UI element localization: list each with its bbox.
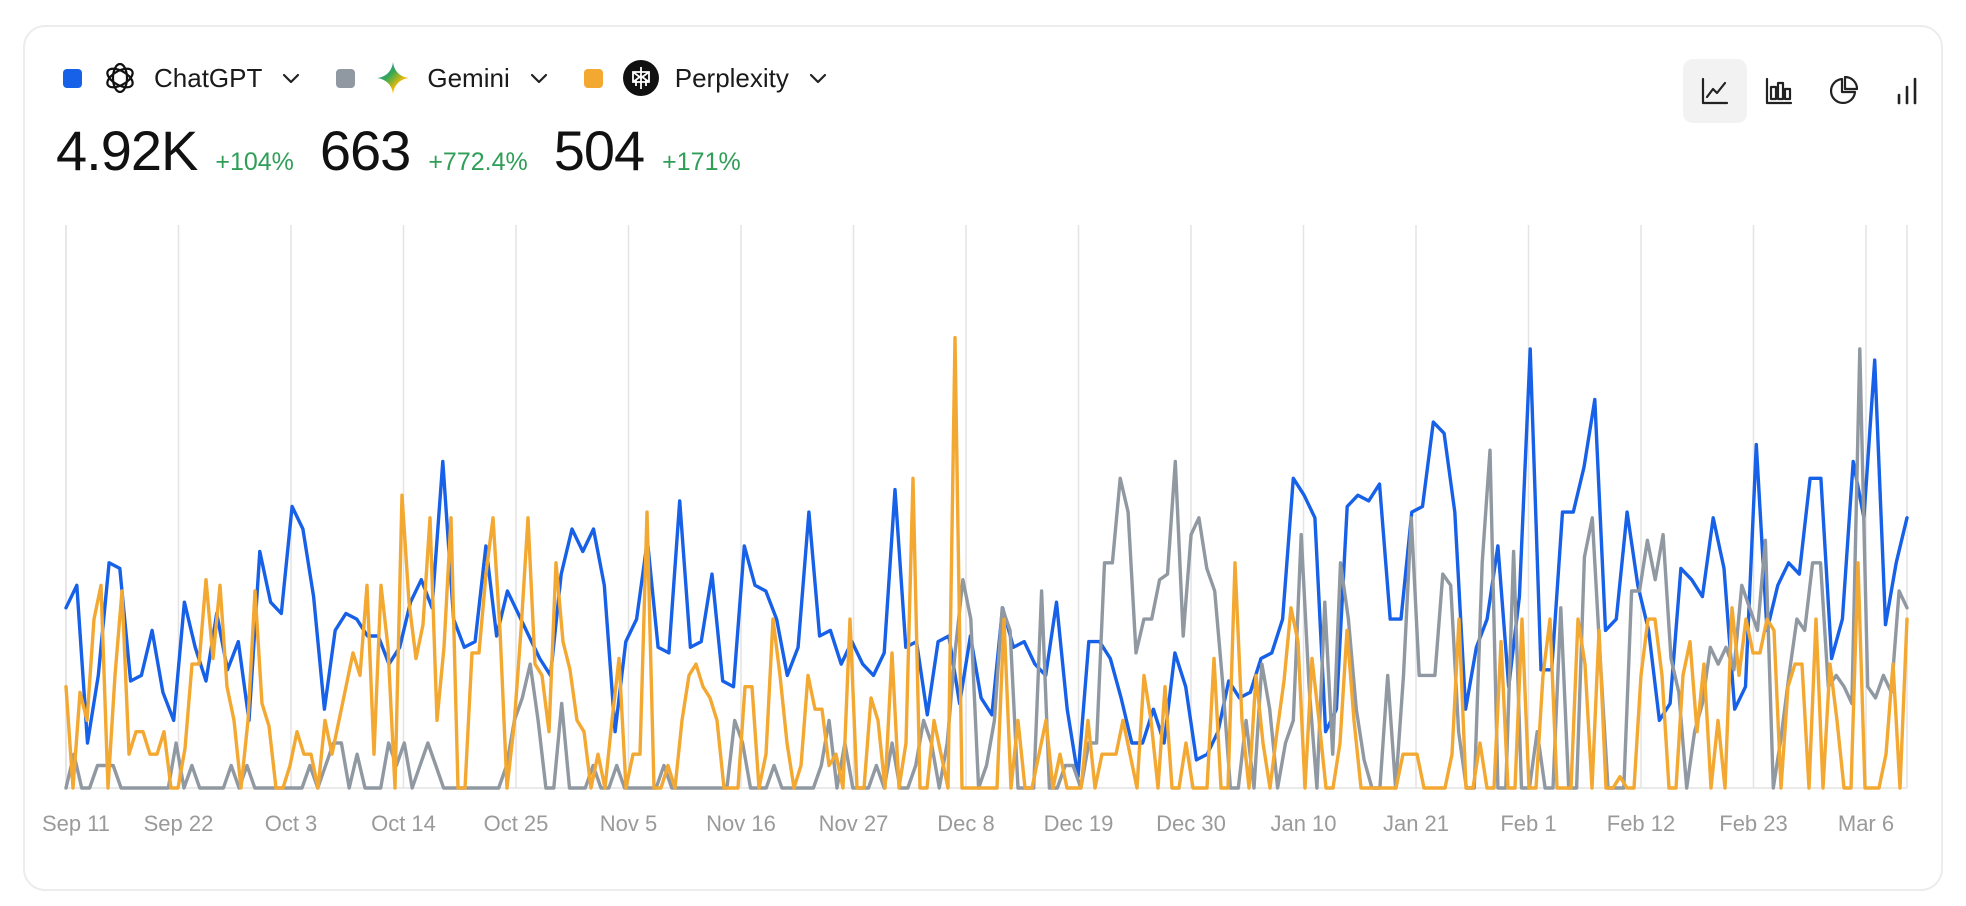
pie-chart-button[interactable] [1811, 59, 1875, 123]
series-color-swatch [583, 68, 603, 88]
series-line-perplexity[interactable] [64, 335, 1909, 790]
x-tick-label: Sep 11 [42, 811, 110, 836]
x-tick-label: Dec 8 [937, 811, 994, 836]
gemini-logo-icon [375, 60, 411, 96]
legend-item-gemini[interactable]: Gemini [336, 60, 549, 96]
x-tick-label: Feb 1 [1500, 811, 1556, 836]
perplexity-logo-icon [622, 60, 659, 96]
x-tick-label: Nov 5 [600, 811, 657, 836]
line-chart-button[interactable] [1683, 59, 1747, 123]
x-tick-label: Dec 30 [1156, 811, 1226, 836]
x-tick-label: Feb 23 [1719, 811, 1788, 836]
x-tick-label: Jan 21 [1383, 811, 1449, 836]
x-tick-label: Mar 6 [1838, 811, 1894, 836]
stat-change: +171% [662, 148, 741, 176]
stat-value: 504 [553, 119, 645, 182]
x-tick-label: Oct 14 [371, 811, 436, 836]
x-tick-label: Sep 22 [144, 811, 214, 836]
legend-item-chatgpt[interactable]: ChatGPT [63, 60, 302, 96]
series-lines [64, 335, 1909, 790]
line-chart-icon [1701, 77, 1729, 105]
legend-item-perplexity[interactable]: Perplexity [583, 60, 829, 96]
legend-label: Perplexity [674, 62, 789, 93]
series-color-swatch [336, 68, 356, 88]
pie-chart-icon [1829, 75, 1859, 105]
stat-change: +104% [215, 148, 294, 176]
summary-stats: 4.92K +104% 663 +772.4% 504 +171% [56, 118, 767, 183]
x-tick-label: Jan 10 [1270, 811, 1336, 836]
chatgpt-logo-icon [102, 60, 138, 96]
stat-chatgpt: 4.92K +104% [56, 118, 294, 183]
x-tick-label: Nov 16 [706, 811, 776, 836]
stat-value: 663 [319, 119, 411, 182]
bar-chart-button[interactable] [1747, 59, 1811, 123]
series-line-chatgpt[interactable] [64, 347, 1909, 779]
column-chart-icon [1897, 77, 1917, 105]
x-tick-label: Nov 27 [819, 811, 889, 836]
stat-change: +772.4% [428, 148, 528, 176]
legend-label: Gemini [427, 62, 510, 93]
legend-label: ChatGPT [154, 62, 263, 93]
x-axis-ticks: Sep 11 Sep 22 Oct 3 Oct 14 Oct 25 Nov 5 Nov 16… [42, 811, 1894, 836]
chart-type-toolbar [1683, 59, 1939, 123]
bar-chart-icon [1765, 77, 1793, 105]
chart-legend: ChatGPT Gemini [63, 60, 863, 96]
series-color-swatch [63, 68, 82, 88]
x-tick-label: Oct 25 [484, 811, 549, 836]
chevron-down-icon[interactable] [807, 67, 829, 89]
x-tick-label: Feb 12 [1607, 811, 1676, 836]
series-line-gemini[interactable] [64, 347, 1909, 790]
stat-value: 4.92K [56, 119, 198, 182]
stat-gemini: 663 +772.4% [320, 118, 528, 183]
column-chart-button[interactable] [1875, 59, 1939, 123]
x-tick-label: Dec 19 [1044, 811, 1114, 836]
chevron-down-icon[interactable] [280, 67, 302, 89]
stat-perplexity: 504 +171% [554, 118, 741, 183]
x-tick-label: Oct 3 [265, 811, 318, 836]
chevron-down-icon[interactable] [528, 67, 550, 89]
